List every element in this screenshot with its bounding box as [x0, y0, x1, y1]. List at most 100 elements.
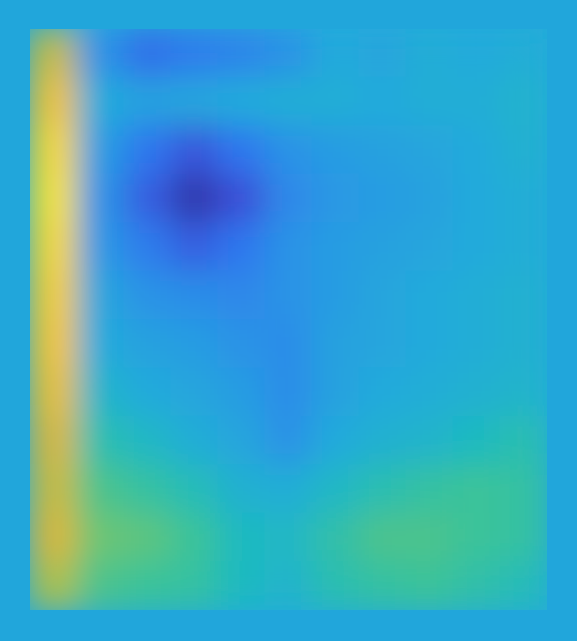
- heatmap-cell: [217, 319, 266, 369]
- heatmap-cell: [123, 415, 172, 466]
- heatmap-cell: [358, 173, 407, 224]
- heatmap-cell: [311, 512, 360, 563]
- heatmap-cell: [358, 76, 407, 127]
- heatmap-cell: [30, 222, 78, 272]
- heatmap-cell: [217, 464, 266, 514]
- heatmap-cell: [358, 222, 407, 272]
- heatmap-cell: [217, 125, 266, 175]
- heatmap-cell: [452, 319, 501, 369]
- heatmap-cell: [358, 367, 407, 417]
- heatmap-cell: [217, 222, 266, 272]
- heatmap-cell: [499, 29, 547, 78]
- heatmap-cell: [30, 76, 78, 127]
- heatmap-cell: [452, 29, 501, 78]
- heatmap-cell: [311, 415, 360, 466]
- heatmap-cell: [170, 173, 219, 224]
- heatmap-cell: [30, 561, 78, 610]
- heatmap-cell: [30, 29, 78, 78]
- heatmap-cell: [311, 464, 360, 514]
- heatmap-cell: [264, 561, 313, 610]
- heatmap-cell: [499, 270, 547, 320]
- heatmap-cell: [76, 367, 125, 417]
- heatmap-cell: [405, 29, 454, 78]
- heatmap-cell: [76, 76, 125, 127]
- heatmap-cell: [76, 561, 125, 610]
- heatmap-cell: [123, 464, 172, 514]
- heatmap-cell: [499, 222, 547, 272]
- heatmap-cell: [452, 561, 501, 610]
- heatmap-cell: [311, 561, 360, 610]
- heatmap-cell: [452, 222, 501, 272]
- heatmap-cell: [170, 319, 219, 369]
- heatmap-cell: [264, 415, 313, 466]
- heatmap-cell: [311, 270, 360, 320]
- heatmap-cell: [452, 76, 501, 127]
- heatmap-cell: [123, 29, 172, 78]
- heatmap-cell: [123, 76, 172, 127]
- heatmap-cell: [264, 173, 313, 224]
- heatmap-cell: [170, 561, 219, 610]
- heatmap-cell: [264, 222, 313, 272]
- heatmap-cell: [311, 319, 360, 369]
- heatmap-cell: [405, 512, 454, 563]
- heatmap-cell: [76, 270, 125, 320]
- heatmap-cell: [311, 222, 360, 272]
- heatmap-cell: [358, 319, 407, 369]
- heatmap-cell: [264, 270, 313, 320]
- heatmap-cell: [499, 125, 547, 175]
- heatmap-cell: [76, 173, 125, 224]
- heatmap-cell: [264, 29, 313, 78]
- heatmap-cells: [30, 29, 547, 610]
- heatmap-cell: [499, 512, 547, 563]
- heatmap-cell: [452, 173, 501, 224]
- heatmap-cell: [217, 76, 266, 127]
- heatmap-cell: [76, 464, 125, 514]
- heatmap-cell: [123, 125, 172, 175]
- heatmap-cell: [452, 415, 501, 466]
- heatmap-cell: [76, 319, 125, 369]
- heatmap-cell: [217, 367, 266, 417]
- heatmap-cell: [217, 415, 266, 466]
- heatmap-cell: [499, 415, 547, 466]
- heatmap-cell: [170, 512, 219, 563]
- heatmap-cell: [123, 367, 172, 417]
- heatmap-cell: [405, 319, 454, 369]
- heatmap-cell: [76, 415, 125, 466]
- heatmap-cell: [30, 464, 78, 514]
- heatmap-cell: [405, 76, 454, 127]
- heatmap-cell: [499, 173, 547, 224]
- heatmap-cell: [358, 464, 407, 514]
- heatmap-cell: [217, 173, 266, 224]
- heatmap-cell: [264, 76, 313, 127]
- heatmap-cell: [499, 464, 547, 514]
- heatmap-cell: [452, 367, 501, 417]
- heatmap-cell: [217, 512, 266, 563]
- heatmap-cell: [30, 367, 78, 417]
- heatmap-cell: [217, 29, 266, 78]
- heatmap-cell: [358, 270, 407, 320]
- heatmap-cell: [170, 222, 219, 272]
- heatmap-cell: [123, 319, 172, 369]
- heatmap-cell: [123, 270, 172, 320]
- heatmap-cell: [170, 415, 219, 466]
- heatmap-cell: [264, 512, 313, 563]
- heatmap-cell: [405, 173, 454, 224]
- heatmap-cell: [499, 367, 547, 417]
- heatmap-cell: [30, 270, 78, 320]
- heatmap-cell: [311, 76, 360, 127]
- heatmap-cell: [358, 415, 407, 466]
- heatmap-cell: [76, 29, 125, 78]
- heatmap-cell: [311, 125, 360, 175]
- heatmap-cell: [499, 319, 547, 369]
- heatmap-cell: [358, 125, 407, 175]
- heatmap-cell: [170, 76, 219, 127]
- heatmap-cell: [405, 270, 454, 320]
- heatmap-cell: [123, 561, 172, 610]
- heatmap-cell: [170, 29, 219, 78]
- heatmap-cell: [217, 561, 266, 610]
- heatmap-cell: [264, 125, 313, 175]
- heatmap-cell: [123, 222, 172, 272]
- heatmap-cell: [358, 512, 407, 563]
